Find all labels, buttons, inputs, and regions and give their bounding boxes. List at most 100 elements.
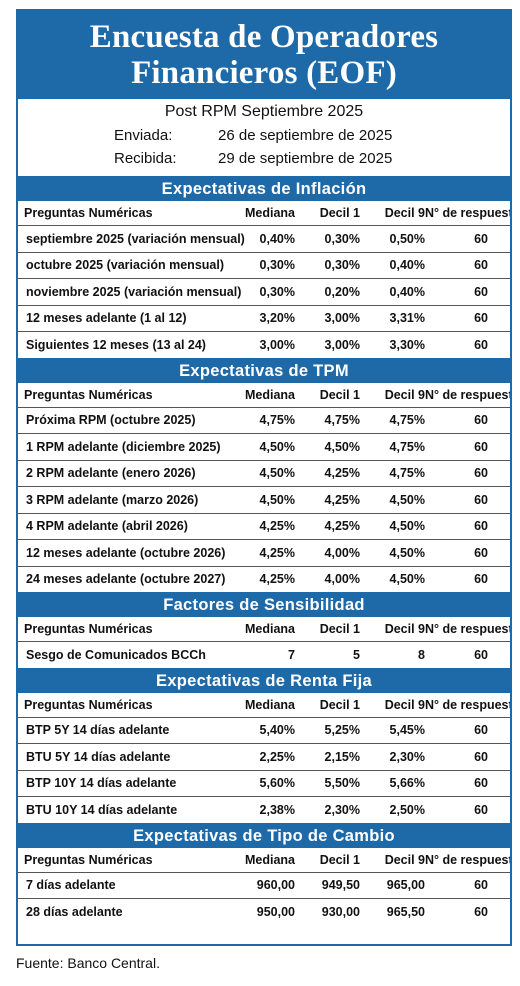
- cell-value: 60: [474, 311, 488, 326]
- row-label: 1 RPM adelante (diciembre 2025): [26, 439, 221, 454]
- cell-value: 0,50%: [389, 231, 425, 246]
- table-row: octubre 2025 (variación mensual) 0,30% 0,3…: [18, 253, 510, 279]
- cell-value: 4,25%: [259, 519, 295, 534]
- section: Expectativas de Tipo de Cambio Preguntas …: [18, 822, 510, 925]
- table-row: 24 meses adelante (octubre 2027) 4,25% 4,0…: [18, 567, 510, 593]
- section: Factores de Sensibilidad Preguntas Numéri…: [18, 592, 510, 668]
- column-header: Mediana: [244, 697, 295, 712]
- sent-label: Enviada:: [114, 127, 173, 144]
- cell-value: 5,50%: [324, 776, 360, 791]
- column-header: Preguntas Numéricas: [24, 622, 153, 636]
- column-header: Decil 1: [319, 852, 360, 867]
- row-label: 12 meses adelante (octubre 2026): [26, 545, 226, 560]
- received-label: Recibida:: [114, 150, 177, 167]
- table-row: Próxima RPM (octubre 2025) 4,75% 4,75% 4,75…: [18, 408, 510, 434]
- cell-value: 5,45%: [389, 723, 425, 738]
- cell-value: 4,25%: [324, 519, 360, 534]
- row-label: 4 RPM adelante (abril 2026): [26, 519, 188, 534]
- cell-value: 60: [474, 647, 488, 662]
- cell-value: 3,20%: [259, 311, 295, 326]
- table-row: 3 RPM adelante (marzo 2026) 4,50% 4,25% 4,5…: [18, 487, 510, 514]
- column-header: Decil 1: [319, 622, 360, 636]
- cell-value: 2,50%: [389, 802, 425, 817]
- cell-value: 60: [474, 776, 488, 791]
- table-body: 7 días adelante 960,00 949,50 965,00 60 28 dí…: [18, 873, 510, 925]
- column-header: Decil 9: [384, 622, 425, 636]
- table-row: 12 meses adelante (octubre 2026) 4,25% 4,0…: [18, 540, 510, 567]
- cell-value: 60: [474, 572, 488, 587]
- sent-date: 26 de septiembre de 2025: [218, 127, 393, 144]
- table-row: 1 RPM adelante (diciembre 2025) 4,50% 4,50…: [18, 434, 510, 461]
- row-label: BTP 5Y 14 días adelante: [26, 723, 170, 738]
- row-label: 3 RPM adelante (marzo 2026): [26, 492, 199, 507]
- row-label: Sesgo de Comunicados BCCh: [26, 647, 206, 662]
- table-row: BTU 5Y 14 días adelante 2,25% 2,15% 2,30% 60: [18, 744, 510, 771]
- cell-value: 0,20%: [324, 284, 360, 299]
- survey-panel: Encuesta de Operadores Financieros (EOF)…: [16, 9, 512, 946]
- cell-value: 4,50%: [389, 519, 425, 534]
- title-banner: Encuesta de Operadores Financieros (EOF): [18, 11, 510, 99]
- cell-value: 60: [474, 337, 488, 352]
- table-row: Siguientes 12 meses (13 al 24) 3,00% 3,00%…: [18, 332, 510, 358]
- cell-value: 949,50: [321, 878, 360, 893]
- cell-value: 960,00: [256, 878, 295, 893]
- column-header: Decil 9: [384, 387, 425, 402]
- cell-value: 5,25%: [324, 723, 360, 738]
- row-label: Próxima RPM (octubre 2025): [26, 413, 196, 428]
- cell-value: 4,50%: [389, 572, 425, 587]
- section-title: Factores de Sensibilidad: [18, 593, 510, 617]
- cell-value: 2,30%: [389, 749, 425, 764]
- cell-value: 2,30%: [324, 802, 360, 817]
- table-body: Sesgo de Comunicados BCCh 7 5 8 60: [18, 642, 510, 668]
- row-label: 2 RPM adelante (enero 2026): [26, 466, 196, 481]
- cell-value: 7: [288, 647, 295, 662]
- table-row: BTP 5Y 14 días adelante 5,40% 5,25% 5,45% 60: [18, 718, 510, 744]
- cell-value: 4,25%: [259, 572, 295, 587]
- cell-value: 3,00%: [259, 337, 295, 352]
- column-header-row: Preguntas Numéricas Mediana Decil 1 Decil 9…: [18, 201, 510, 226]
- cell-value: 2,25%: [259, 749, 295, 764]
- cell-value: 5,40%: [259, 723, 295, 738]
- column-header-row: Preguntas Numéricas Mediana Decil 1 Decil 9…: [18, 383, 510, 408]
- cell-value: 4,50%: [389, 545, 425, 560]
- cell-value: 4,25%: [324, 466, 360, 481]
- title-line-2: Financieros (EOF): [131, 55, 397, 91]
- cell-value: 60: [474, 231, 488, 246]
- section-title: Expectativas de Renta Fija: [18, 668, 510, 693]
- cell-value: 60: [474, 802, 488, 817]
- cell-value: 5: [353, 647, 360, 662]
- column-header: N° de respuestas: [425, 622, 510, 636]
- row-label: noviembre 2025 (variación mensual): [26, 284, 242, 299]
- cell-value: 5,60%: [259, 776, 295, 791]
- cell-value: 4,75%: [259, 413, 295, 428]
- cell-value: 0,30%: [324, 231, 360, 246]
- section-title: Expectativas de TPM: [18, 358, 510, 383]
- cell-value: 4,50%: [259, 492, 295, 507]
- section-title: Expectativas de Tipo de Cambio: [18, 823, 510, 848]
- cell-value: 4,50%: [324, 439, 360, 454]
- cell-value: 4,25%: [259, 545, 295, 560]
- table-body: BTP 5Y 14 días adelante 5,40% 5,25% 5,45% 60…: [18, 718, 510, 823]
- table-row: BTU 10Y 14 días adelante 2,38% 2,30% 2,50% 6…: [18, 797, 510, 823]
- table-row: 12 meses adelante (1 al 12) 3,20% 3,00% 3,3…: [18, 306, 510, 332]
- cell-value: 0,40%: [259, 231, 295, 246]
- cell-value: 4,75%: [389, 466, 425, 481]
- cell-value: 4,50%: [389, 492, 425, 507]
- cell-value: 60: [474, 749, 488, 764]
- table-body: Próxima RPM (octubre 2025) 4,75% 4,75% 4,75…: [18, 408, 510, 593]
- cell-value: 5,66%: [389, 776, 425, 791]
- column-header: N° de respuestas: [425, 697, 510, 712]
- row-label: BTU 10Y 14 días adelante: [26, 802, 178, 817]
- cell-value: 60: [474, 466, 488, 481]
- column-header-row: Preguntas Numéricas Mediana Decil 1 Decil 9…: [18, 693, 510, 718]
- row-label: 7 días adelante: [26, 878, 116, 893]
- cell-value: 2,38%: [259, 802, 295, 817]
- column-header: Decil 1: [319, 206, 360, 220]
- survey-info: Post RPM Septiembre 2025 Enviada: 26 de …: [18, 99, 510, 176]
- row-label: Siguientes 12 meses (13 al 24): [26, 337, 206, 352]
- column-header: N° de respuestas: [425, 387, 510, 402]
- row-label: BTU 5Y 14 días adelante: [26, 749, 171, 764]
- cell-value: 60: [474, 545, 488, 560]
- cell-value: 3,31%: [389, 311, 425, 326]
- cell-value: 4,25%: [324, 492, 360, 507]
